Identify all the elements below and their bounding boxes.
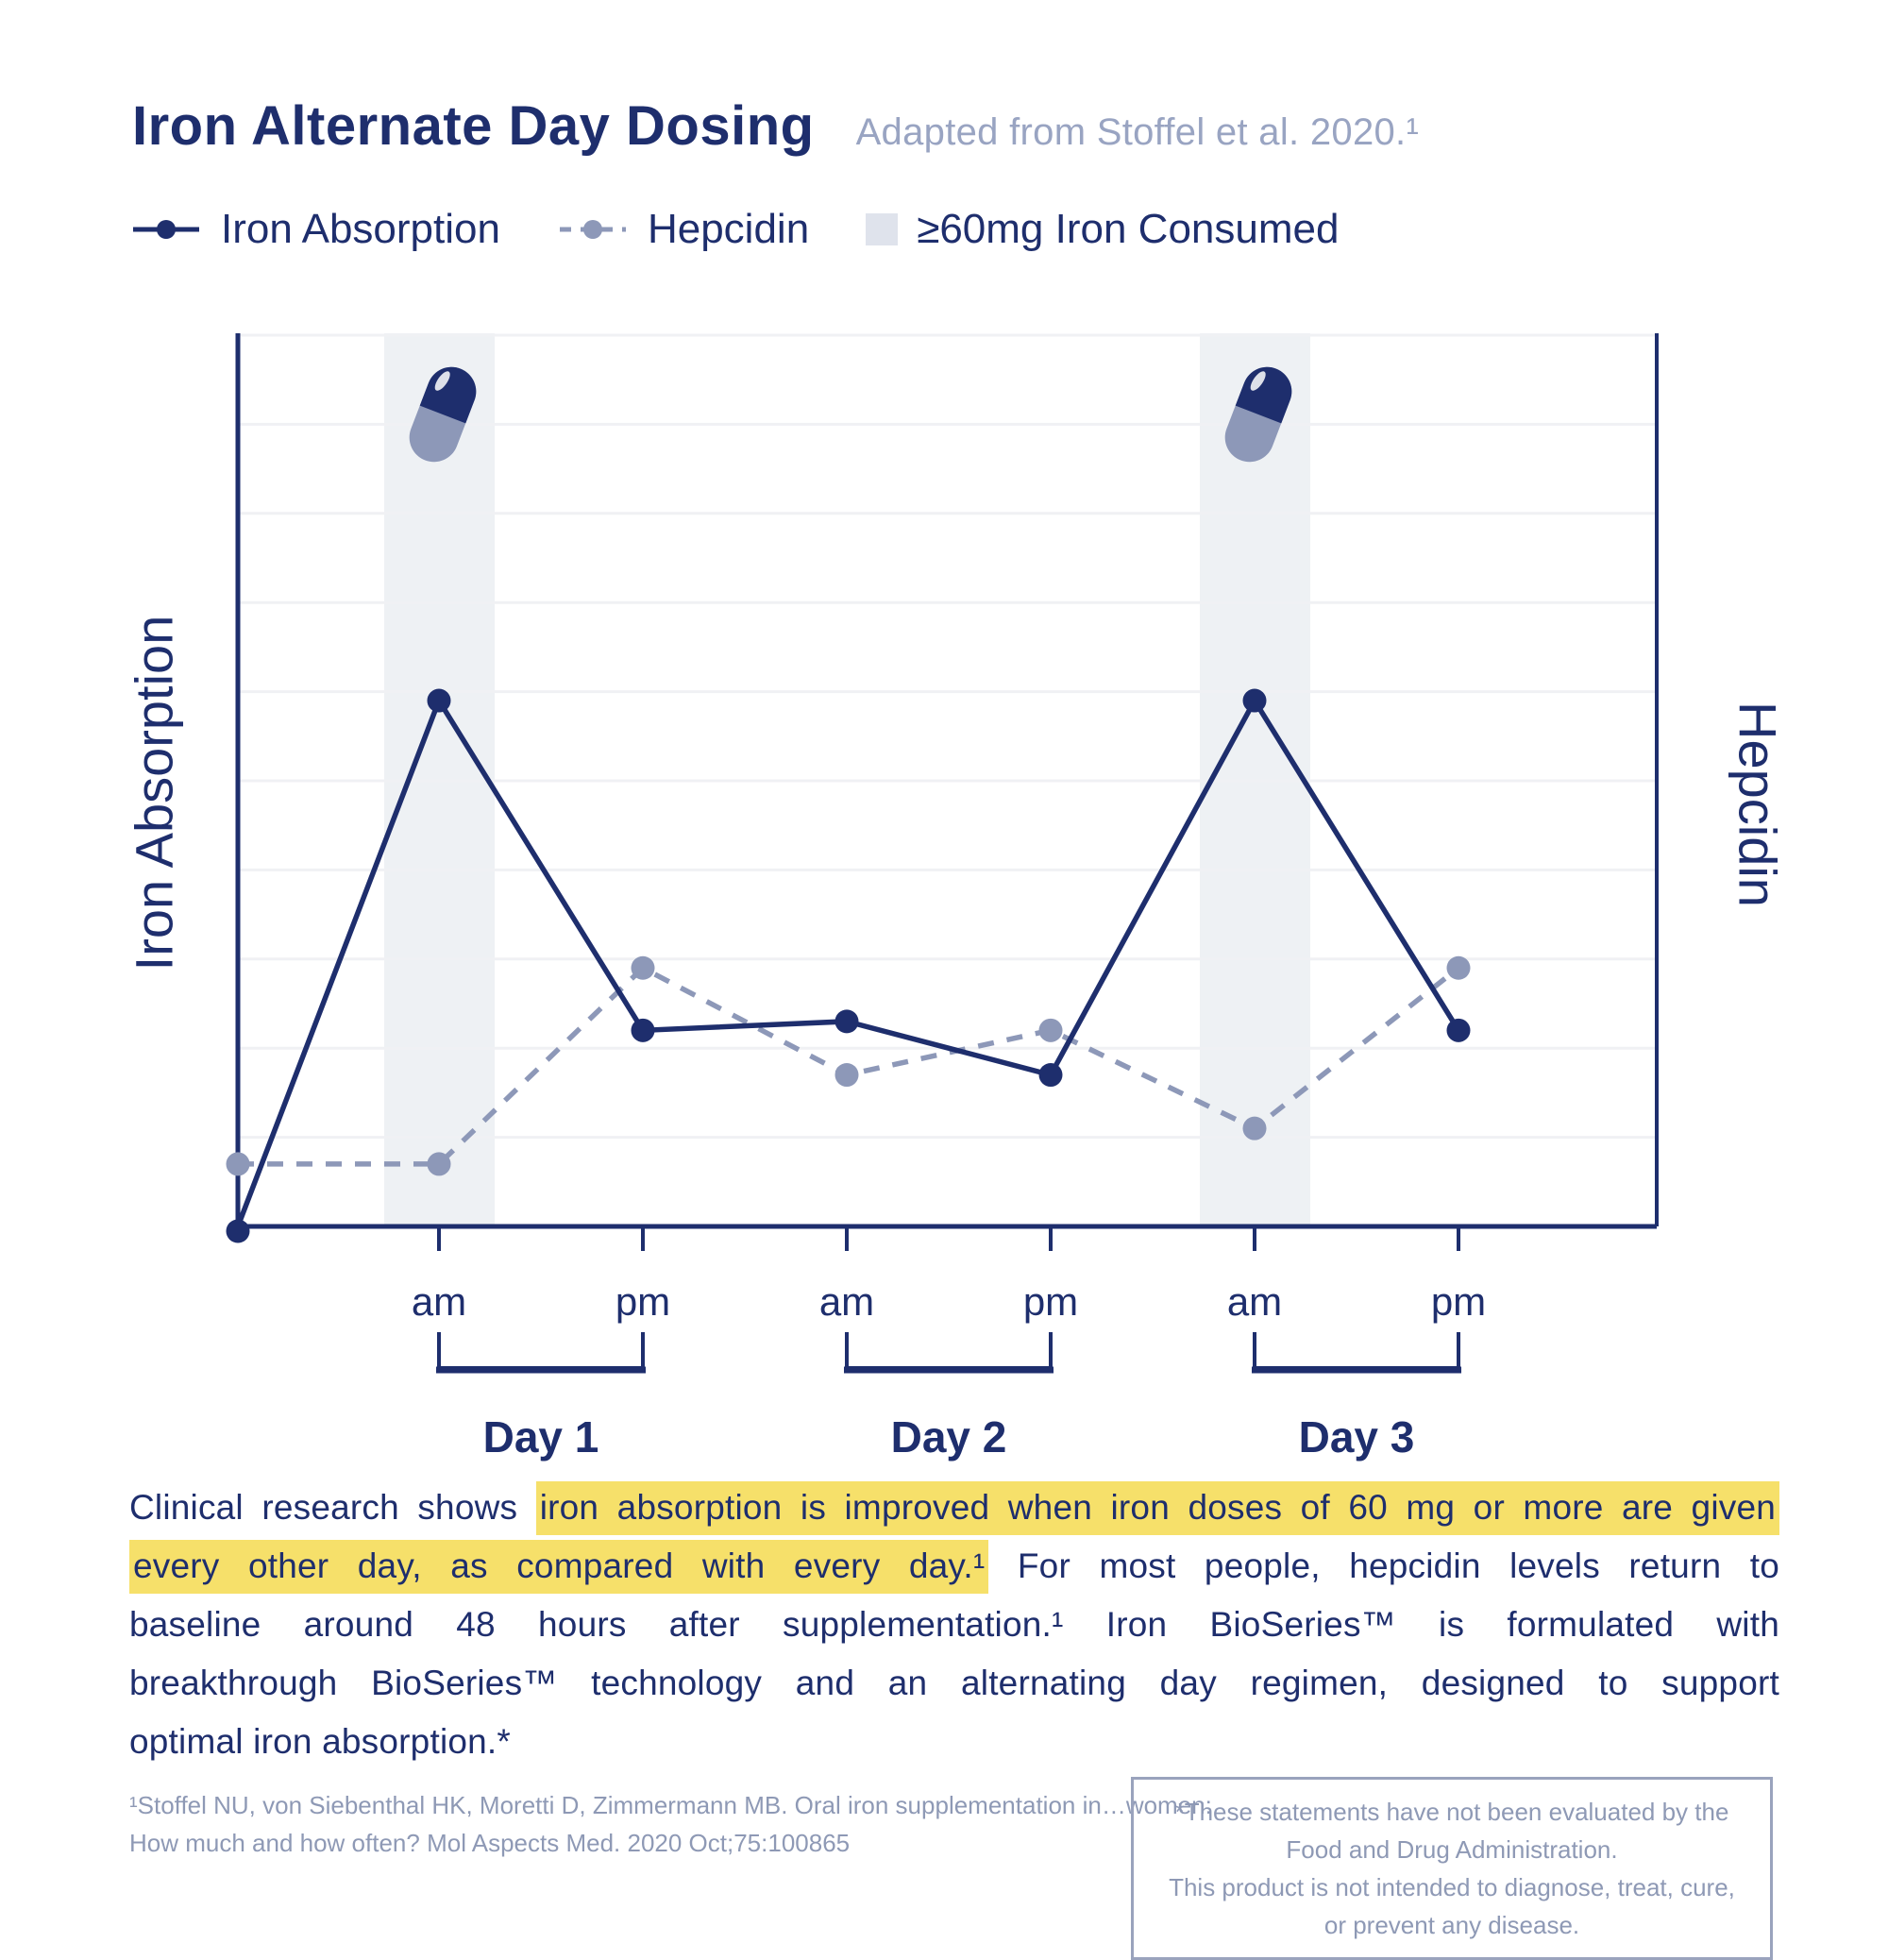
page-title: Iron Alternate Day Dosing xyxy=(132,95,815,157)
iron-absorption-data-point xyxy=(427,688,451,713)
y-axis-label-left: Iron Absorption xyxy=(124,615,184,972)
legend-label-hepcidin: Hepcidin xyxy=(647,206,810,252)
dosing-chart: am pm am pm am pm Day 1 Day 2 Day 3 xyxy=(226,333,1659,1462)
highlighted-text: every other day, as compared with every … xyxy=(129,1540,989,1594)
body-paragraph: Clinical research shows iron absorption … xyxy=(129,1478,1779,1771)
body-text: For most people, hepcidin levels return … xyxy=(988,1546,1779,1585)
day-bracket xyxy=(1253,1332,1460,1370)
legend: Iron Absorption Hepcidin ≥60mg Iron Cons… xyxy=(130,206,1339,253)
body-text: Clinical research shows xyxy=(129,1488,536,1527)
iron-absorption-data-point xyxy=(226,1219,250,1243)
fda-disclaimer-box: *These statements have not been evaluate… xyxy=(1131,1777,1773,1960)
hepcidin-dashed-line-marker-icon xyxy=(559,220,626,239)
day-bracket xyxy=(437,1332,645,1370)
paragraph-line-3: baseline around 48 hours after supplemen… xyxy=(129,1596,1779,1654)
pill-top-half xyxy=(419,366,477,424)
body-text: breakthrough BioSeries™ technology and a… xyxy=(129,1664,1779,1702)
hepcidin-data-point xyxy=(226,1152,250,1176)
page-subtitle: Adapted from Stoffel et al. 2020.¹ xyxy=(855,111,1420,153)
shaded-band-swatch-icon xyxy=(866,213,899,245)
legend-item-hepcidin: Hepcidin xyxy=(557,206,809,253)
x-tick-label: pm xyxy=(615,1279,670,1324)
day-bracket xyxy=(845,1332,1053,1370)
day-label: Day 3 xyxy=(1299,1412,1415,1462)
infographic-page: { "colors": { "navy": "#1e2e6d", "slate"… xyxy=(124,94,1788,1960)
pill-top-half xyxy=(1235,366,1292,424)
hepcidin-data-point xyxy=(834,1063,859,1088)
pill-shine xyxy=(1250,371,1266,391)
legend-label-iron-absorption: Iron Absorption xyxy=(221,206,500,252)
citation-line-1: ¹Stoffel NU, von Siebenthal HK, Moretti … xyxy=(129,1791,1212,1819)
y-axis-label-right: Hepcidin xyxy=(1728,701,1788,907)
disclaimer-line-1: *These statements have not been evaluate… xyxy=(1174,1798,1729,1864)
hepcidin-data-point xyxy=(631,955,655,980)
hepcidin-data-point xyxy=(1242,1116,1267,1141)
iron-absorption-data-point xyxy=(834,1009,859,1034)
pill-capsule-icon xyxy=(409,366,477,463)
chart-area: am pm am pm am pm Day 1 Day 2 Day 3 xyxy=(226,333,1661,1476)
legend-item-iron-absorption: Iron Absorption xyxy=(130,206,500,253)
hepcidin-data-point xyxy=(1446,955,1471,980)
pill-shine xyxy=(434,371,450,391)
hepcidin-data-point xyxy=(1038,1018,1063,1042)
legend-item-iron-consumed: ≥60mg Iron Consumed xyxy=(866,206,1339,253)
paragraph-line-4: breakthrough BioSeries™ technology and a… xyxy=(129,1654,1779,1713)
paragraph-line-5: optimal iron absorption.* xyxy=(129,1713,1779,1771)
pill-capsule-icon xyxy=(1224,366,1292,463)
body-text: optimal iron absorption.* xyxy=(129,1722,511,1761)
citation-line-2: How much and how often? Mol Aspects Med.… xyxy=(129,1829,851,1857)
x-tick-label: am xyxy=(819,1279,874,1324)
iron-absorption-line-marker-icon xyxy=(133,220,199,239)
day-label: Day 1 xyxy=(483,1412,599,1462)
body-text: baseline around 48 hours after supplemen… xyxy=(129,1605,1779,1644)
header: Iron Alternate Day Dosing Adapted from S… xyxy=(132,94,1419,158)
iron-absorption-data-point xyxy=(1446,1018,1471,1042)
iron-absorption-data-point xyxy=(1242,688,1267,713)
highlighted-text: iron absorption is improved when iron do… xyxy=(535,1481,1779,1535)
iron-absorption-data-point xyxy=(1038,1063,1063,1088)
iron-absorption-data-point xyxy=(631,1018,655,1042)
x-tick-label: am xyxy=(412,1279,466,1324)
x-tick-label: am xyxy=(1227,1279,1282,1324)
paragraph-line-1: Clinical research shows iron absorption … xyxy=(129,1478,1779,1537)
legend-label-iron-consumed: ≥60mg Iron Consumed xyxy=(917,206,1340,252)
paragraph-line-2: every other day, as compared with every … xyxy=(129,1537,1779,1596)
x-tick-label: pm xyxy=(1431,1279,1486,1324)
hepcidin-data-point xyxy=(427,1152,451,1176)
citation-footnote: ¹Stoffel NU, von Siebenthal HK, Moretti … xyxy=(129,1786,1212,1862)
disclaimer-line-2: This product is not intended to diagnose… xyxy=(1169,1873,1735,1939)
x-tick-label: pm xyxy=(1023,1279,1078,1324)
day-label: Day 2 xyxy=(891,1412,1007,1462)
